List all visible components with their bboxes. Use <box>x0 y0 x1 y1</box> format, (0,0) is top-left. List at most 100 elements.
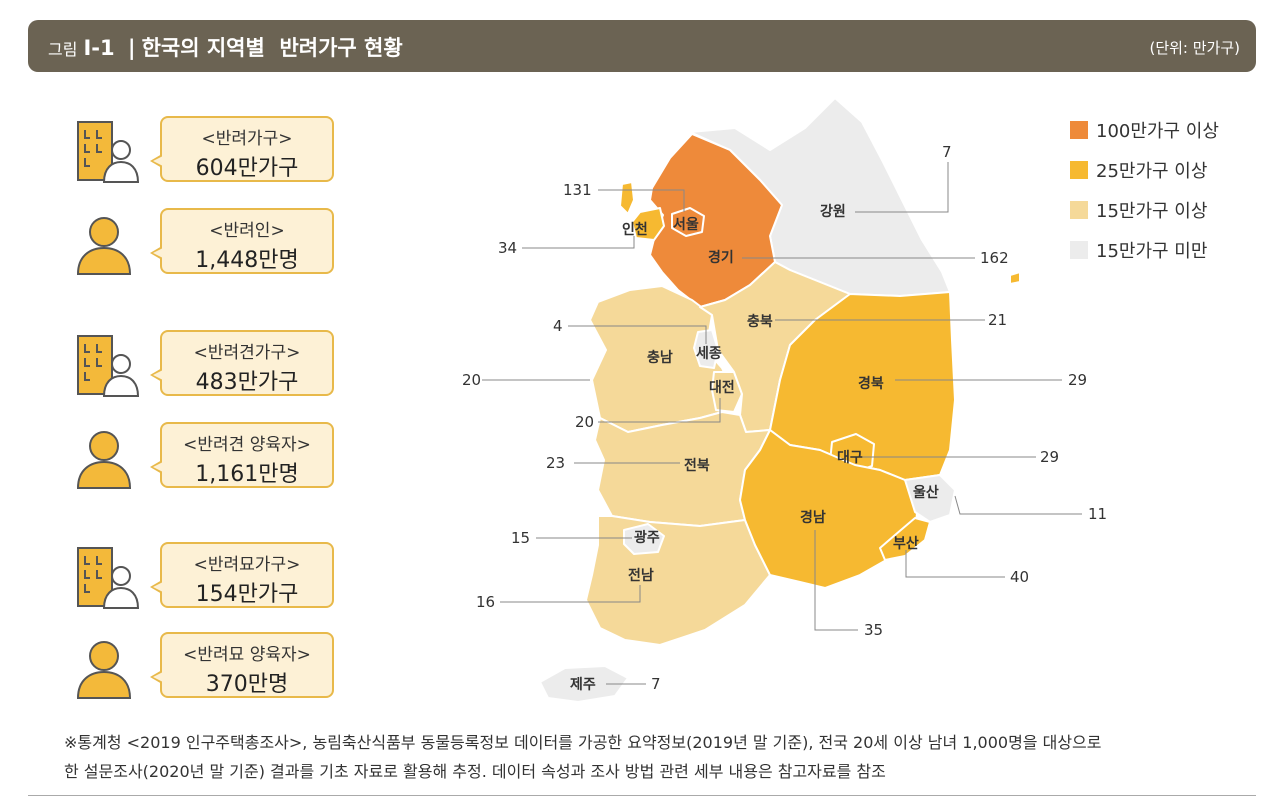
region-gyeongnam <box>739 429 919 589</box>
figure-separator: | <box>127 36 136 60</box>
label-chungbuk: 충북 <box>747 314 773 330</box>
value-gwangju: 15 <box>511 529 530 547</box>
stat-label: <반려견가구> <box>193 343 301 363</box>
building-person-icon <box>77 335 140 397</box>
source-note: ※통계청 <2019 인구주택총조사>, 농림축산식품부 동물등록정보 데이터를… <box>64 728 1244 786</box>
region-busan <box>879 517 931 561</box>
legend-label: 15만가구 이상 <box>1096 201 1208 222</box>
stat-cat-households: <반려묘가구> 154만가구 <box>74 542 336 612</box>
value-chungbuk: 21 <box>988 311 1007 329</box>
stat-value: 604만가구 <box>195 156 299 181</box>
building-person-icon <box>77 121 140 183</box>
value-gyeonggi: 162 <box>980 249 1009 267</box>
value-jeonbuk: 23 <box>546 454 565 472</box>
stat-box: <반려가구> 604만가구 <box>150 116 334 182</box>
source-note-line: 한 설문조사(2020년 말 기준) 결과를 기초 자료로 활용해 추정. 데이… <box>64 762 886 781</box>
legend-swatch <box>1070 121 1088 139</box>
label-jeonbuk: 전북 <box>684 457 710 474</box>
region-ulleung-island <box>1009 271 1021 285</box>
label-seoul: 서울 <box>673 216 699 233</box>
label-sejong: 세종 <box>696 346 722 362</box>
person-icon <box>76 641 132 699</box>
title-bar: 그림 Ⅰ-1 | 한국의 지역별 반려가구 현황 (단위: 만가구) <box>28 20 1256 72</box>
legend-label: 15만가구 미만 <box>1096 241 1208 262</box>
stat-pet-owners: <반려인> 1,448만명 <box>74 208 336 278</box>
value-gyeongbuk: 29 <box>1068 371 1087 389</box>
stat-label: <반려견 양육자> <box>183 435 311 455</box>
figure-number: Ⅰ-1 <box>83 36 115 60</box>
stat-box: <반려견 양육자> 1,161만명 <box>150 422 334 488</box>
label-jeonnam: 전남 <box>628 567 654 584</box>
value-jeju: 7 <box>651 675 661 693</box>
value-daegu: 29 <box>1040 448 1059 466</box>
value-seoul: 131 <box>563 181 592 199</box>
label-gyeongnam: 경남 <box>800 509 826 526</box>
stat-pet-households: <반려가구> 604만가구 <box>74 116 336 186</box>
stat-box: <반려묘가구> 154만가구 <box>150 542 334 608</box>
stat-label: <반려묘 양육자> <box>183 645 311 665</box>
region-seoul <box>671 207 705 237</box>
label-gyeongbuk: 경북 <box>858 375 884 392</box>
figure-prefix: 그림 <box>48 40 78 59</box>
legend-item: 100만가구 이상 <box>1070 110 1219 150</box>
value-gyeongnam: 35 <box>864 621 883 639</box>
stat-value: 1,161만명 <box>195 462 299 487</box>
value-busan: 40 <box>1010 568 1029 586</box>
stat-label: <반려묘가구> <box>193 555 301 575</box>
label-busan: 부산 <box>893 535 919 552</box>
legend-item: 25만가구 이상 <box>1070 150 1219 190</box>
legend-label: 25만가구 이상 <box>1096 161 1208 182</box>
legend-label: 100만가구 이상 <box>1096 121 1219 142</box>
legend-item: 15만가구 미만 <box>1070 230 1219 270</box>
figure-title-text: 한국의 지역별 반려가구 현황 <box>141 36 403 60</box>
value-jeonnam: 16 <box>476 593 495 611</box>
label-gwangju: 광주 <box>634 529 660 546</box>
stat-dog-owners: <반려견 양육자> 1,161만명 <box>74 422 336 492</box>
bottom-divider <box>28 795 1256 796</box>
label-gyeonggi: 경기 <box>708 249 734 266</box>
figure-title: 그림 Ⅰ-1 | 한국의 지역별 반려가구 현황 <box>48 32 403 62</box>
value-daejeon: 20 <box>575 413 594 431</box>
stat-box: <반려인> 1,448만명 <box>150 208 334 274</box>
map-legend: 100만가구 이상 25만가구 이상 15만가구 이상 15만가구 미만 <box>1070 110 1219 270</box>
label-chungnam: 충남 <box>647 349 673 366</box>
region-sejong <box>693 329 719 369</box>
stat-dog-households: <반려견가구> 483만가구 <box>74 330 336 400</box>
legend-swatch <box>1070 241 1088 259</box>
unit-label: (단위: 만가구) <box>1149 39 1240 57</box>
legend-item: 15만가구 이상 <box>1070 190 1219 230</box>
value-gangwon: 7 <box>942 143 952 161</box>
region-ulsan <box>904 474 956 523</box>
value-chungnam: 20 <box>462 371 481 389</box>
label-incheon: 인천 <box>622 221 648 238</box>
legend-swatch <box>1070 201 1088 219</box>
label-daejeon: 대전 <box>709 379 735 396</box>
stat-value: 370만명 <box>205 672 289 697</box>
stat-value: 483만가구 <box>195 370 299 395</box>
value-sejong: 4 <box>553 317 563 335</box>
stat-box: <반려견가구> 483만가구 <box>150 330 334 396</box>
building-person-icon <box>77 547 140 609</box>
region-jeju <box>539 665 629 703</box>
label-ulsan: 울산 <box>913 484 939 501</box>
stat-value: 154만가구 <box>195 582 299 607</box>
stat-value: 1,448만명 <box>195 248 299 273</box>
region-jeonnam <box>585 515 771 646</box>
value-ulsan: 11 <box>1088 505 1107 523</box>
label-gangwon: 강원 <box>820 203 846 220</box>
stat-cat-owners: <반려묘 양육자> 370만명 <box>74 632 336 702</box>
stat-label: <반려인> <box>209 221 285 241</box>
person-icon <box>76 217 132 275</box>
label-jeju: 제주 <box>570 677 596 693</box>
stat-label: <반려가구> <box>201 129 293 149</box>
region-incheon-island <box>619 181 635 215</box>
source-note-line: ※통계청 <2019 인구주택총조사>, 농림축산식품부 동물등록정보 데이터를… <box>64 733 1102 752</box>
region-gwangju <box>623 523 665 555</box>
value-incheon: 34 <box>498 239 517 257</box>
legend-swatch <box>1070 161 1088 179</box>
label-daegu: 대구 <box>837 450 863 466</box>
person-icon <box>76 431 132 489</box>
region-incheon <box>631 207 665 241</box>
stat-box: <반려묘 양육자> 370만명 <box>150 632 334 698</box>
